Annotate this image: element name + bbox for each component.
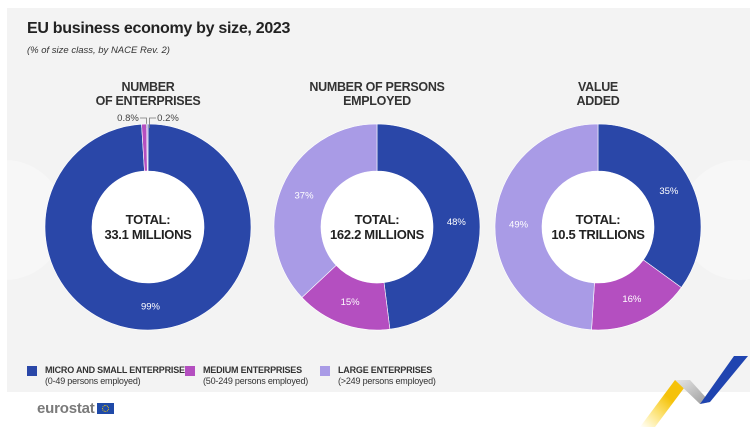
leader-line (149, 117, 156, 128)
eurostat-logo: eurostat (37, 400, 114, 417)
slice-label: 48% (447, 217, 467, 228)
slice-label: 99% (141, 301, 161, 312)
chart-title: EU business economy by size, 2023 (27, 20, 291, 37)
total-value: 162.2 MILLIONS (330, 227, 425, 242)
legend-subtitle: (50-249 persons employed) (203, 376, 309, 386)
donut-center (92, 171, 204, 283)
chart-heading-enterprises: NUMBER OF ENTERPRISES (48, 80, 248, 108)
slice-label: 15% (341, 297, 361, 308)
heading-line: NUMBER (121, 80, 175, 94)
legend-item-micro-small: MICRO AND SMALL ENTERPRISES (0-49 person… (27, 365, 191, 387)
donut-slice-micro-small (44, 123, 252, 331)
donut-center (321, 171, 433, 283)
slice-label: 35% (659, 186, 679, 197)
legend-subtitle: (0-49 persons employed) (45, 376, 141, 386)
heading-line: OF ENTERPRISES (95, 94, 201, 108)
donut-center (542, 171, 654, 283)
slice-label: 37% (295, 190, 315, 201)
total-label: TOTAL: (126, 212, 171, 227)
chart-heading-value-added: VALUE ADDED (498, 80, 698, 108)
heading-line: NUMBER OF PERSONS (309, 80, 445, 94)
total-label: TOTAL: (355, 212, 400, 227)
legend-swatch (185, 366, 195, 376)
logo-text: eurostat (37, 400, 95, 417)
chart-subtitle: (% of size class, by NACE Rev. 2) (27, 45, 170, 56)
legend-swatch (27, 366, 37, 376)
brand-ribbon-icon (640, 356, 748, 427)
total-value: 33.1 MILLIONS (104, 227, 192, 242)
legend-swatch (320, 366, 330, 376)
legend-subtitle: (>249 persons employed) (338, 376, 436, 386)
slice-label: 0.2% (157, 113, 179, 124)
legend-item-medium: MEDIUM ENTERPRISES (50-249 persons emplo… (185, 365, 308, 387)
slice-label: 16% (622, 294, 642, 305)
slice-label: 0.8% (117, 113, 139, 124)
legend-title: MICRO AND SMALL ENTERPRISES (45, 365, 191, 375)
total-value: 10.5 TRILLIONS (551, 227, 645, 242)
heading-line: ADDED (576, 94, 620, 108)
legend-title: MEDIUM ENTERPRISES (203, 365, 302, 375)
legend-item-large: LARGE ENTERPRISES (>249 persons employed… (320, 365, 436, 387)
legend-title: LARGE ENTERPRISES (338, 365, 433, 375)
heading-line: EMPLOYED (343, 94, 411, 108)
chart-heading-persons: NUMBER OF PERSONS EMPLOYED (277, 80, 477, 108)
heading-line: VALUE (578, 80, 618, 94)
eu-flag-icon (96, 403, 114, 414)
slice-label: 49% (509, 220, 529, 231)
total-label: TOTAL: (576, 212, 621, 227)
